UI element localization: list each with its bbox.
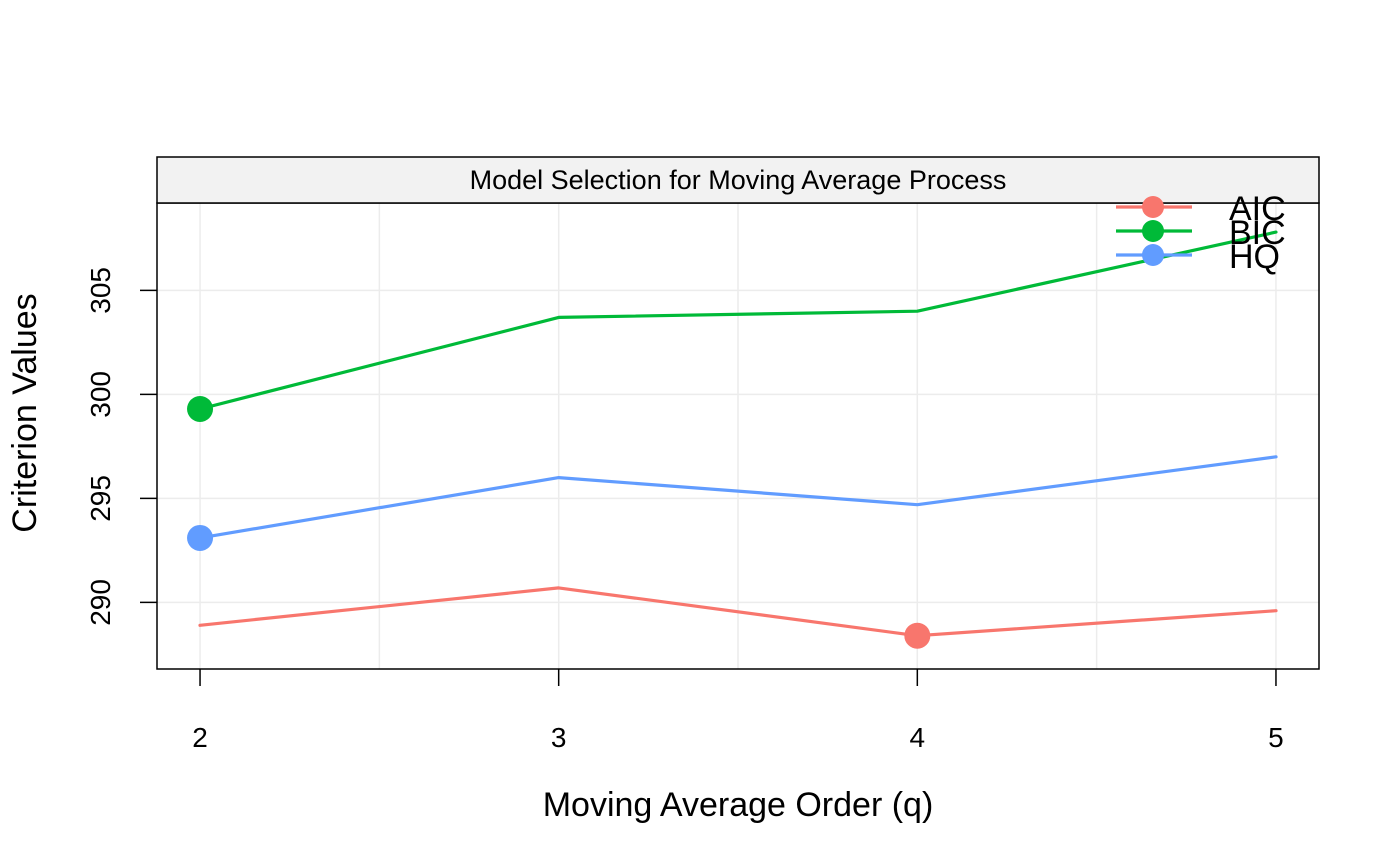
grid-lines xyxy=(157,203,1319,669)
series-line-aic xyxy=(198,586,1278,638)
data-point-bic-min xyxy=(187,395,214,422)
y-tick-label: 290 xyxy=(85,579,116,626)
x-axis: 2 3 4 5 xyxy=(192,669,1284,753)
legend-label-aic: AIC xyxy=(1229,190,1286,228)
highlight-markers xyxy=(187,395,931,649)
chart-title: Model Selection for Moving Average Proce… xyxy=(470,165,1007,195)
series-lines xyxy=(198,230,1278,638)
y-tick-label: 305 xyxy=(85,267,116,314)
legend-label-hq: HQ xyxy=(1229,238,1280,276)
x-tick-label: 2 xyxy=(192,722,208,753)
legend-marker-bic xyxy=(1142,220,1164,242)
strip-title-bar xyxy=(156,156,1320,204)
legend-marker-aic xyxy=(1142,196,1164,218)
series-line-bic xyxy=(198,230,1278,411)
legend-marker-hq xyxy=(1142,244,1164,266)
series-line-hq xyxy=(198,455,1278,540)
y-axis: 290 295 300 305 xyxy=(85,267,157,626)
data-point-aic-min xyxy=(904,622,931,649)
x-tick-label: 3 xyxy=(551,722,567,753)
y-tick-label: 300 xyxy=(85,371,116,418)
y-tick-label: 295 xyxy=(85,475,116,522)
x-tick-label: 4 xyxy=(910,722,926,753)
legend-label-bic: BIC xyxy=(1229,214,1286,252)
y-axis-title: Criterion Values xyxy=(6,293,44,532)
x-axis-title: Moving Average Order (q) xyxy=(543,786,934,824)
x-tick-label: 5 xyxy=(1268,722,1284,753)
data-point-hq-min xyxy=(187,524,214,551)
